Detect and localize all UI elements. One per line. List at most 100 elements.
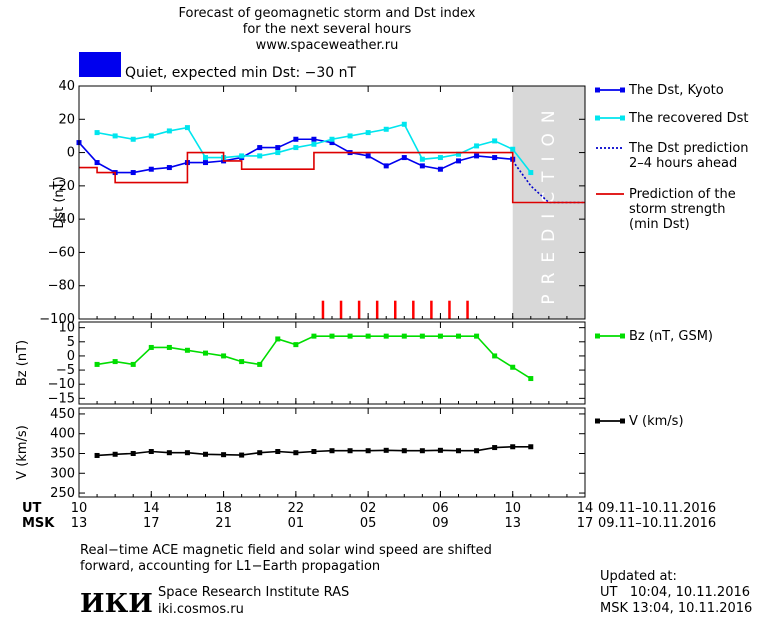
bz-legend: Bz (nT, GSM): [595, 329, 713, 344]
panel-frame: [78, 407, 586, 498]
msk-tick-label: 17: [143, 516, 160, 531]
data-point: [383, 447, 389, 453]
data-point: [221, 452, 227, 458]
institute-site: iki.cosmos.ru: [158, 602, 244, 617]
iki-logo: ИКИ: [80, 589, 153, 619]
legend-label: (min Dst): [629, 217, 690, 232]
y-tick-label: −15: [48, 391, 75, 406]
msk-tick-label: 21: [215, 516, 232, 531]
legend-marker: [595, 115, 600, 121]
msk-axis-label: MSK: [22, 516, 55, 531]
data-point: [257, 361, 263, 367]
legend-label: Prediction of the: [629, 187, 736, 202]
data-point: [148, 133, 154, 139]
data-point: [419, 333, 425, 339]
legend-marker: [620, 418, 625, 424]
legend-label: Bz (nT, GSM): [629, 329, 713, 344]
legend-label: The Dst, Kyoto: [628, 83, 724, 98]
y-tick-label: −20: [48, 179, 75, 194]
legend-marker: [620, 87, 625, 93]
y-tick-label: −10: [48, 377, 75, 392]
legend-label: storm strength: [629, 202, 726, 217]
data-point: [528, 170, 534, 176]
msk-tick-label: 13: [504, 516, 521, 531]
ut-tick-label: 22: [288, 501, 305, 516]
data-point: [130, 450, 136, 456]
data-point: [311, 141, 317, 147]
data-point: [365, 153, 371, 159]
data-point: [166, 344, 172, 350]
series-line: [512, 160, 585, 204]
y-tick-label: 450: [50, 407, 75, 422]
data-point: [492, 445, 498, 451]
data-point: [112, 451, 118, 457]
data-point: [166, 450, 172, 456]
y-tick-label: −40: [48, 212, 75, 227]
data-point: [437, 155, 443, 161]
data-point: [293, 136, 299, 142]
y-tick-label: −100: [39, 312, 75, 327]
ut-tick-label: 14: [577, 501, 594, 516]
data-point: [203, 451, 208, 457]
msk-tick-label: 09: [432, 516, 449, 531]
y-tick-label: 400: [50, 427, 75, 442]
y-axis-label: V (km/s): [15, 425, 30, 480]
data-point: [474, 333, 480, 339]
ut-axis-label: UT: [22, 501, 42, 516]
data-point: [329, 140, 335, 146]
data-point: [456, 158, 461, 164]
updated-msk: MSK 13:04, 10.11.2016: [600, 601, 752, 616]
v-legend: V (km/s): [595, 414, 684, 429]
data-point: [383, 163, 389, 169]
data-point: [239, 359, 245, 365]
footer-note-line1: Real−time ACE magnetic field and solar w…: [80, 543, 492, 558]
data-point: [456, 151, 461, 157]
data-point: [528, 376, 534, 382]
y-tick-label: −5: [56, 363, 75, 378]
msk-date-range: 09.11–10.11.2016: [598, 516, 716, 531]
data-point: [347, 133, 353, 139]
data-point: [94, 130, 100, 136]
msk-tick-label: 13: [71, 516, 88, 531]
y-tick-label: 0: [67, 146, 75, 161]
data-point: [474, 143, 480, 149]
data-point: [275, 336, 281, 342]
data-point: [347, 333, 353, 339]
data-point: [456, 448, 461, 454]
ut-date-range: 09.11–10.11.2016: [598, 501, 716, 516]
panel-frame: [78, 321, 586, 405]
series-line: [96, 335, 532, 380]
data-point: [275, 145, 281, 151]
data-point: [293, 450, 299, 456]
data-point: [401, 333, 407, 339]
data-point: [492, 353, 498, 359]
footer-note-line2: forward, accounting for L1−Earth propaga…: [80, 559, 380, 574]
y-tick-label: 300: [50, 466, 75, 481]
data-point: [293, 145, 299, 151]
data-point: [94, 361, 100, 367]
data-point: [311, 449, 317, 455]
data-point: [365, 130, 371, 136]
y-tick-label: 0: [67, 349, 75, 364]
data-point: [203, 350, 208, 356]
data-point: [365, 333, 371, 339]
data-point: [510, 146, 516, 152]
y-tick-label: −60: [48, 245, 75, 260]
data-point: [166, 128, 172, 134]
data-point: [419, 156, 425, 162]
data-point: [293, 342, 299, 348]
y-axis-label: Dst (nT): [52, 176, 67, 228]
y-tick-label: 250: [50, 486, 75, 501]
data-point: [275, 449, 281, 455]
status-text: Quiet, expected min Dst: −30 nT: [125, 65, 357, 81]
data-point: [203, 160, 208, 166]
data-point: [221, 353, 227, 359]
data-point: [94, 452, 100, 458]
data-point: [510, 444, 516, 450]
data-point: [437, 447, 443, 453]
status-swatch: [79, 52, 121, 77]
data-point: [257, 153, 263, 159]
series-line: [79, 151, 585, 204]
